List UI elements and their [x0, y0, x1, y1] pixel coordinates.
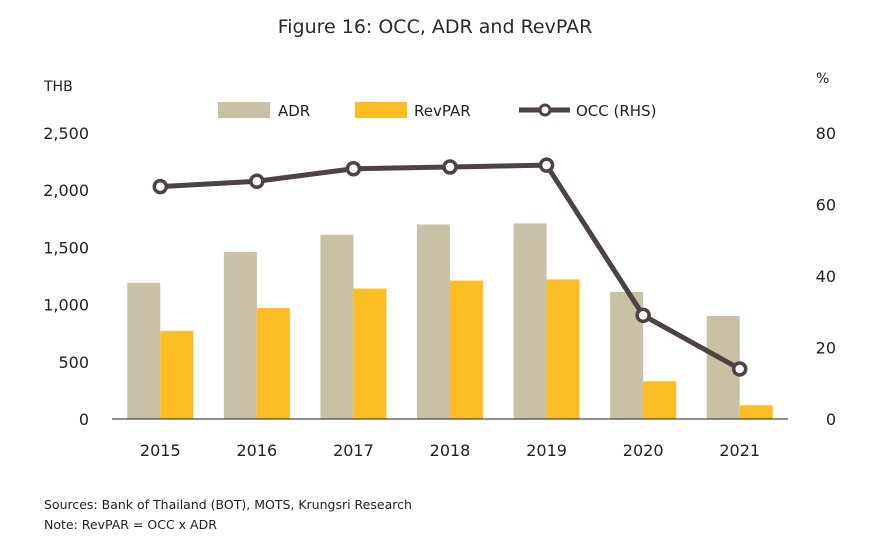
left-tick-label: 1,500: [43, 238, 89, 257]
legend-swatch-adr: [218, 102, 270, 118]
left-tick-label: 2,000: [43, 181, 89, 200]
bar-adr: [127, 282, 161, 419]
bar-revpar: [160, 330, 194, 419]
right-tick-label: 40: [816, 267, 836, 286]
x-tick-label: 2020: [623, 441, 664, 460]
legend: ADR RevPAR OCC (RHS): [218, 102, 656, 120]
right-tick-label: 20: [816, 339, 836, 358]
legend-marker-occ: [538, 103, 552, 117]
right-axis-unit: %: [816, 71, 829, 87]
bars: [127, 223, 773, 419]
x-tick-label: 2021: [719, 441, 760, 460]
occ-point: [249, 173, 265, 190]
legend-label-adr: ADR: [278, 102, 310, 120]
occ-point: [635, 307, 651, 324]
left-tick-label: 2,500: [43, 124, 89, 143]
occ-point: [152, 178, 169, 195]
right-tick-label: 0: [826, 410, 836, 429]
bar-revpar: [739, 405, 773, 419]
right-tick-label: 80: [816, 124, 836, 143]
bar-adr: [417, 224, 450, 419]
bar-revpar: [256, 308, 290, 419]
sources-note: Sources: Bank of Thailand (BOT), MOTS, K…: [44, 497, 412, 512]
revpar-note: Note: RevPAR = OCC x ADR: [44, 517, 217, 532]
left-tick-label: 0: [79, 410, 89, 429]
x-tick-label: 2017: [333, 441, 374, 460]
x-tick-label: 2015: [140, 441, 181, 460]
bar-revpar: [643, 381, 677, 419]
x-tick-label: 2016: [236, 441, 277, 460]
occ-point: [345, 161, 362, 177]
legend-swatch-revpar: [355, 102, 407, 118]
occ-point: [442, 159, 458, 175]
bar-adr: [223, 251, 257, 419]
left-tick-label: 500: [58, 353, 89, 372]
bar-revpar: [450, 280, 483, 419]
left-axis-unit: THB: [43, 79, 73, 95]
right-axis-ticks: 0 20 40 60 80: [816, 124, 836, 429]
occ-point: [731, 361, 748, 377]
x-tick-label: 2019: [526, 441, 567, 460]
chart-title: Figure 16: OCC, ADR and RevPAR: [278, 16, 593, 38]
left-axis-ticks: 0 500 1,000 1,500 2,000 2,500: [43, 124, 89, 429]
x-axis-ticks: 2015 2016 2017 2018 2019 2020 2021: [140, 441, 760, 460]
legend-label-revpar: RevPAR: [414, 102, 471, 120]
occ-line: [152, 157, 748, 377]
occ-point: [538, 157, 555, 173]
bar-adr: [320, 234, 354, 419]
bar-revpar: [353, 288, 387, 419]
x-tick-label: 2018: [430, 441, 471, 460]
left-tick-label: 1,000: [43, 296, 89, 315]
right-tick-label: 60: [816, 196, 836, 215]
bar-adr: [513, 223, 547, 419]
legend-label-occ: OCC (RHS): [576, 102, 656, 120]
bar-revpar: [546, 279, 580, 419]
